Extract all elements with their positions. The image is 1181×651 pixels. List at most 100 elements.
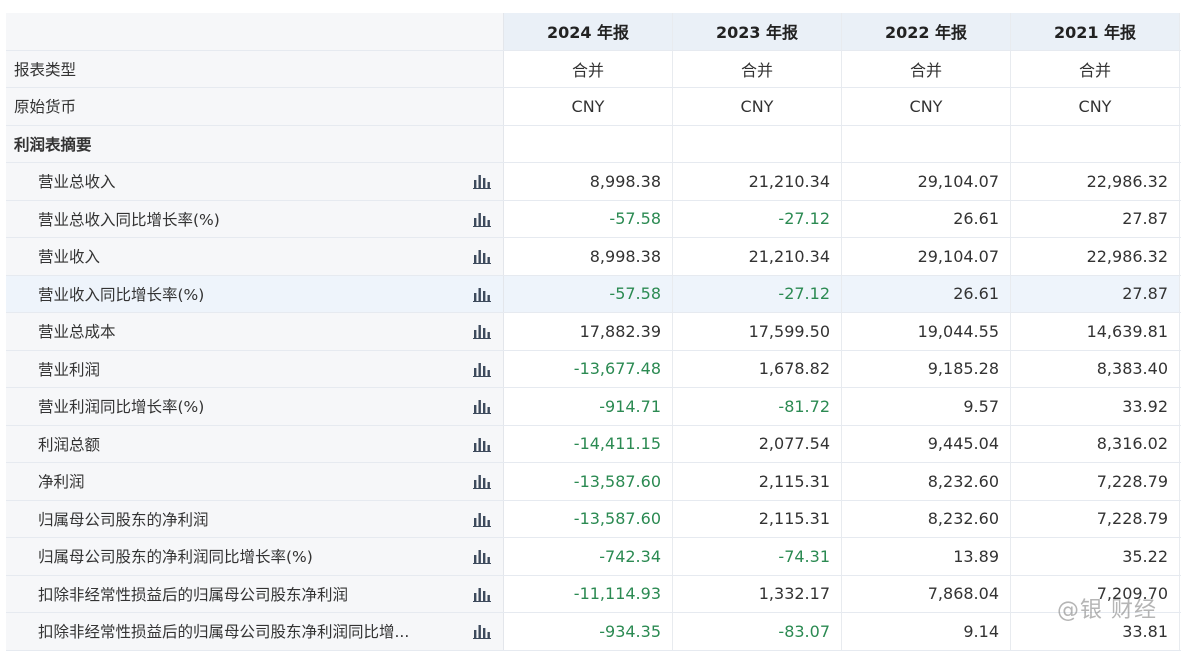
table-cell: 26.61 xyxy=(842,200,1011,237)
table-cell: CNY xyxy=(504,88,673,125)
bar-chart-icon[interactable] xyxy=(473,248,491,265)
table-cell: 27.87 xyxy=(1011,275,1180,312)
year-header[interactable]: 2023 年报 xyxy=(673,13,842,50)
table-cell xyxy=(504,125,673,162)
row-label: 报表类型 xyxy=(6,50,504,87)
table-cell: 27.87 xyxy=(1011,200,1180,237)
row-label: 归属母公司股东的净利润同比增长率(%) xyxy=(6,538,504,575)
bar-chart-icon[interactable] xyxy=(473,623,491,640)
row-label: 营业收入 xyxy=(6,238,504,275)
bar-chart-icon[interactable] xyxy=(473,173,491,190)
table-cell: 2,115.31 xyxy=(673,500,842,537)
table-cell: -11,114.93 xyxy=(504,575,673,612)
row-label: 营业总收入同比增长率(%) xyxy=(6,200,504,237)
table-cell: 33.92 xyxy=(1011,388,1180,425)
table-cell: 7,228.79 xyxy=(1011,463,1180,500)
row-label-text: 营业总成本 xyxy=(38,323,116,342)
table-cell xyxy=(673,125,842,162)
table-cell: 19,044.55 xyxy=(842,313,1011,350)
currency-row: 原始货币 CNY CNY CNY CNY xyxy=(6,88,1181,126)
table-cell: -13,587.60 xyxy=(504,463,673,500)
row-label-text: 营业利润同比增长率(%) xyxy=(38,398,205,417)
bar-chart-icon[interactable] xyxy=(473,211,491,227)
table-row: 净利润 -13,587.60 2,115.31 8,232.60 7,228.79 xyxy=(6,463,1181,501)
row-label: 营业利润同比增长率(%) xyxy=(6,388,504,425)
table-cell: -27.12 xyxy=(673,275,842,312)
bar-chart-icon[interactable] xyxy=(473,398,491,415)
table-cell: 合并 xyxy=(504,50,673,87)
bar-chart-icon[interactable] xyxy=(473,286,491,302)
bar-chart-icon[interactable] xyxy=(473,361,491,377)
table-cell: 21,210.34 xyxy=(673,238,842,275)
table-cell: 8,998.38 xyxy=(504,163,673,200)
table-row: 扣除非经常性损益后的归属母公司股东净利润 -11,114.93 1,332.17 7,… xyxy=(6,575,1181,613)
bar-chart-icon[interactable] xyxy=(473,436,491,452)
table-cell: 8,232.60 xyxy=(842,463,1011,500)
row-label-text: 扣除非经常性损益后的归属母公司股东净利润 xyxy=(38,585,349,604)
year-header[interactable]: 2022 年报 xyxy=(842,13,1011,50)
row-label-text: 利润总额 xyxy=(38,435,101,454)
table-cell: -27.12 xyxy=(673,200,842,237)
bar-chart-icon[interactable] xyxy=(473,586,491,602)
table-row: 营业利润 -13,677.48 1,678.82 9,185.28 8,383.40 xyxy=(6,350,1181,388)
table-cell: 2,115.31 xyxy=(673,463,842,500)
row-label-text: 营业利润 xyxy=(38,360,101,379)
row-label: 扣除非经常性损益后的归属母公司股东净利润同比增... xyxy=(6,613,504,650)
table-cell: 9,445.04 xyxy=(842,425,1011,462)
report-type-row: 报表类型 合并 合并 合并 合并 xyxy=(6,50,1181,88)
table-cell xyxy=(842,125,1011,162)
table-cell: 8,316.02 xyxy=(1011,425,1180,462)
bar-chart-icon[interactable] xyxy=(473,323,491,340)
table-row: 营业收入同比增长率(%) -57.58 -27.12 26.61 27.87 xyxy=(6,275,1181,313)
row-label: 营业利润 xyxy=(6,350,504,387)
income-statement-table: 2024 年报 2023 年报 2022 年报 2021 年报 报表类型 合并 … xyxy=(6,13,1181,651)
row-label-text: 扣除非经常性损益后的归属母公司股东净利润同比增... xyxy=(38,623,410,642)
table-cell: 22,986.32 xyxy=(1011,238,1180,275)
table-row: 营业总收入 8,998.38 21,210.34 29,104.07 22,986.32 xyxy=(6,163,1181,201)
year-header[interactable]: 2024 年报 xyxy=(504,13,673,50)
table-cell: 29,104.07 xyxy=(842,163,1011,200)
table-header-row: 2024 年报 2023 年报 2022 年报 2021 年报 xyxy=(6,13,1181,51)
table-cell: -13,677.48 xyxy=(504,350,673,387)
table-cell: 33.81 xyxy=(1011,613,1180,650)
table-row: 扣除非经常性损益后的归属母公司股东净利润同比增... -934.35 -83.07 9… xyxy=(6,613,1181,651)
table-cell: 合并 xyxy=(1011,50,1180,87)
table-cell: 29,104.07 xyxy=(842,238,1011,275)
row-label-text: 营业总收入 xyxy=(38,173,116,192)
row-label-text: 净利润 xyxy=(38,473,85,492)
table-cell: -934.35 xyxy=(504,613,673,650)
table-row: 归属母公司股东的净利润同比增长率(%) -742.34 -74.31 13.89 35.… xyxy=(6,538,1181,576)
table-cell: 1,678.82 xyxy=(673,350,842,387)
bar-chart-icon[interactable] xyxy=(473,511,491,527)
table-cell: -81.72 xyxy=(673,388,842,425)
table-cell: 9.57 xyxy=(842,388,1011,425)
row-label: 扣除非经常性损益后的归属母公司股东净利润 xyxy=(6,575,504,612)
section-title: 利润表摘要 xyxy=(6,125,504,162)
bar-chart-icon[interactable] xyxy=(473,473,491,490)
table-cell: 7,209.70 xyxy=(1011,575,1180,612)
row-label: 营业收入同比增长率(%) xyxy=(6,275,504,312)
table-cell: 22,986.32 xyxy=(1011,163,1180,200)
table-row: 营业总收入同比增长率(%) -57.58 -27.12 26.61 27.87 xyxy=(6,200,1181,238)
table-cell: 9.14 xyxy=(842,613,1011,650)
table-row: 营业收入 8,998.38 21,210.34 29,104.07 22,986.32 xyxy=(6,238,1181,276)
row-label-text: 归属母公司股东的净利润同比增长率(%) xyxy=(38,548,313,567)
table-cell: 7,868.04 xyxy=(842,575,1011,612)
table-row: 营业利润同比增长率(%) -914.71 -81.72 9.57 33.92 xyxy=(6,388,1181,426)
table-cell: 8,998.38 xyxy=(504,238,673,275)
table-cell: 35.22 xyxy=(1011,538,1180,575)
table-cell: 17,882.39 xyxy=(504,313,673,350)
table-cell: -13,587.60 xyxy=(504,500,673,537)
table-cell: CNY xyxy=(673,88,842,125)
table-cell: 合并 xyxy=(842,50,1011,87)
table-cell xyxy=(1011,125,1180,162)
header-corner xyxy=(6,13,504,50)
bar-chart-icon[interactable] xyxy=(473,548,491,565)
table-cell: -57.58 xyxy=(504,275,673,312)
year-header[interactable]: 2021 年报 xyxy=(1011,13,1180,50)
table-cell: 17,599.50 xyxy=(673,313,842,350)
table-row: 利润总额 -14,411.15 2,077.54 9,445.04 8,316.02 xyxy=(6,425,1181,463)
table-cell: 21,210.34 xyxy=(673,163,842,200)
table-cell: 26.61 xyxy=(842,275,1011,312)
table-cell: 9,185.28 xyxy=(842,350,1011,387)
